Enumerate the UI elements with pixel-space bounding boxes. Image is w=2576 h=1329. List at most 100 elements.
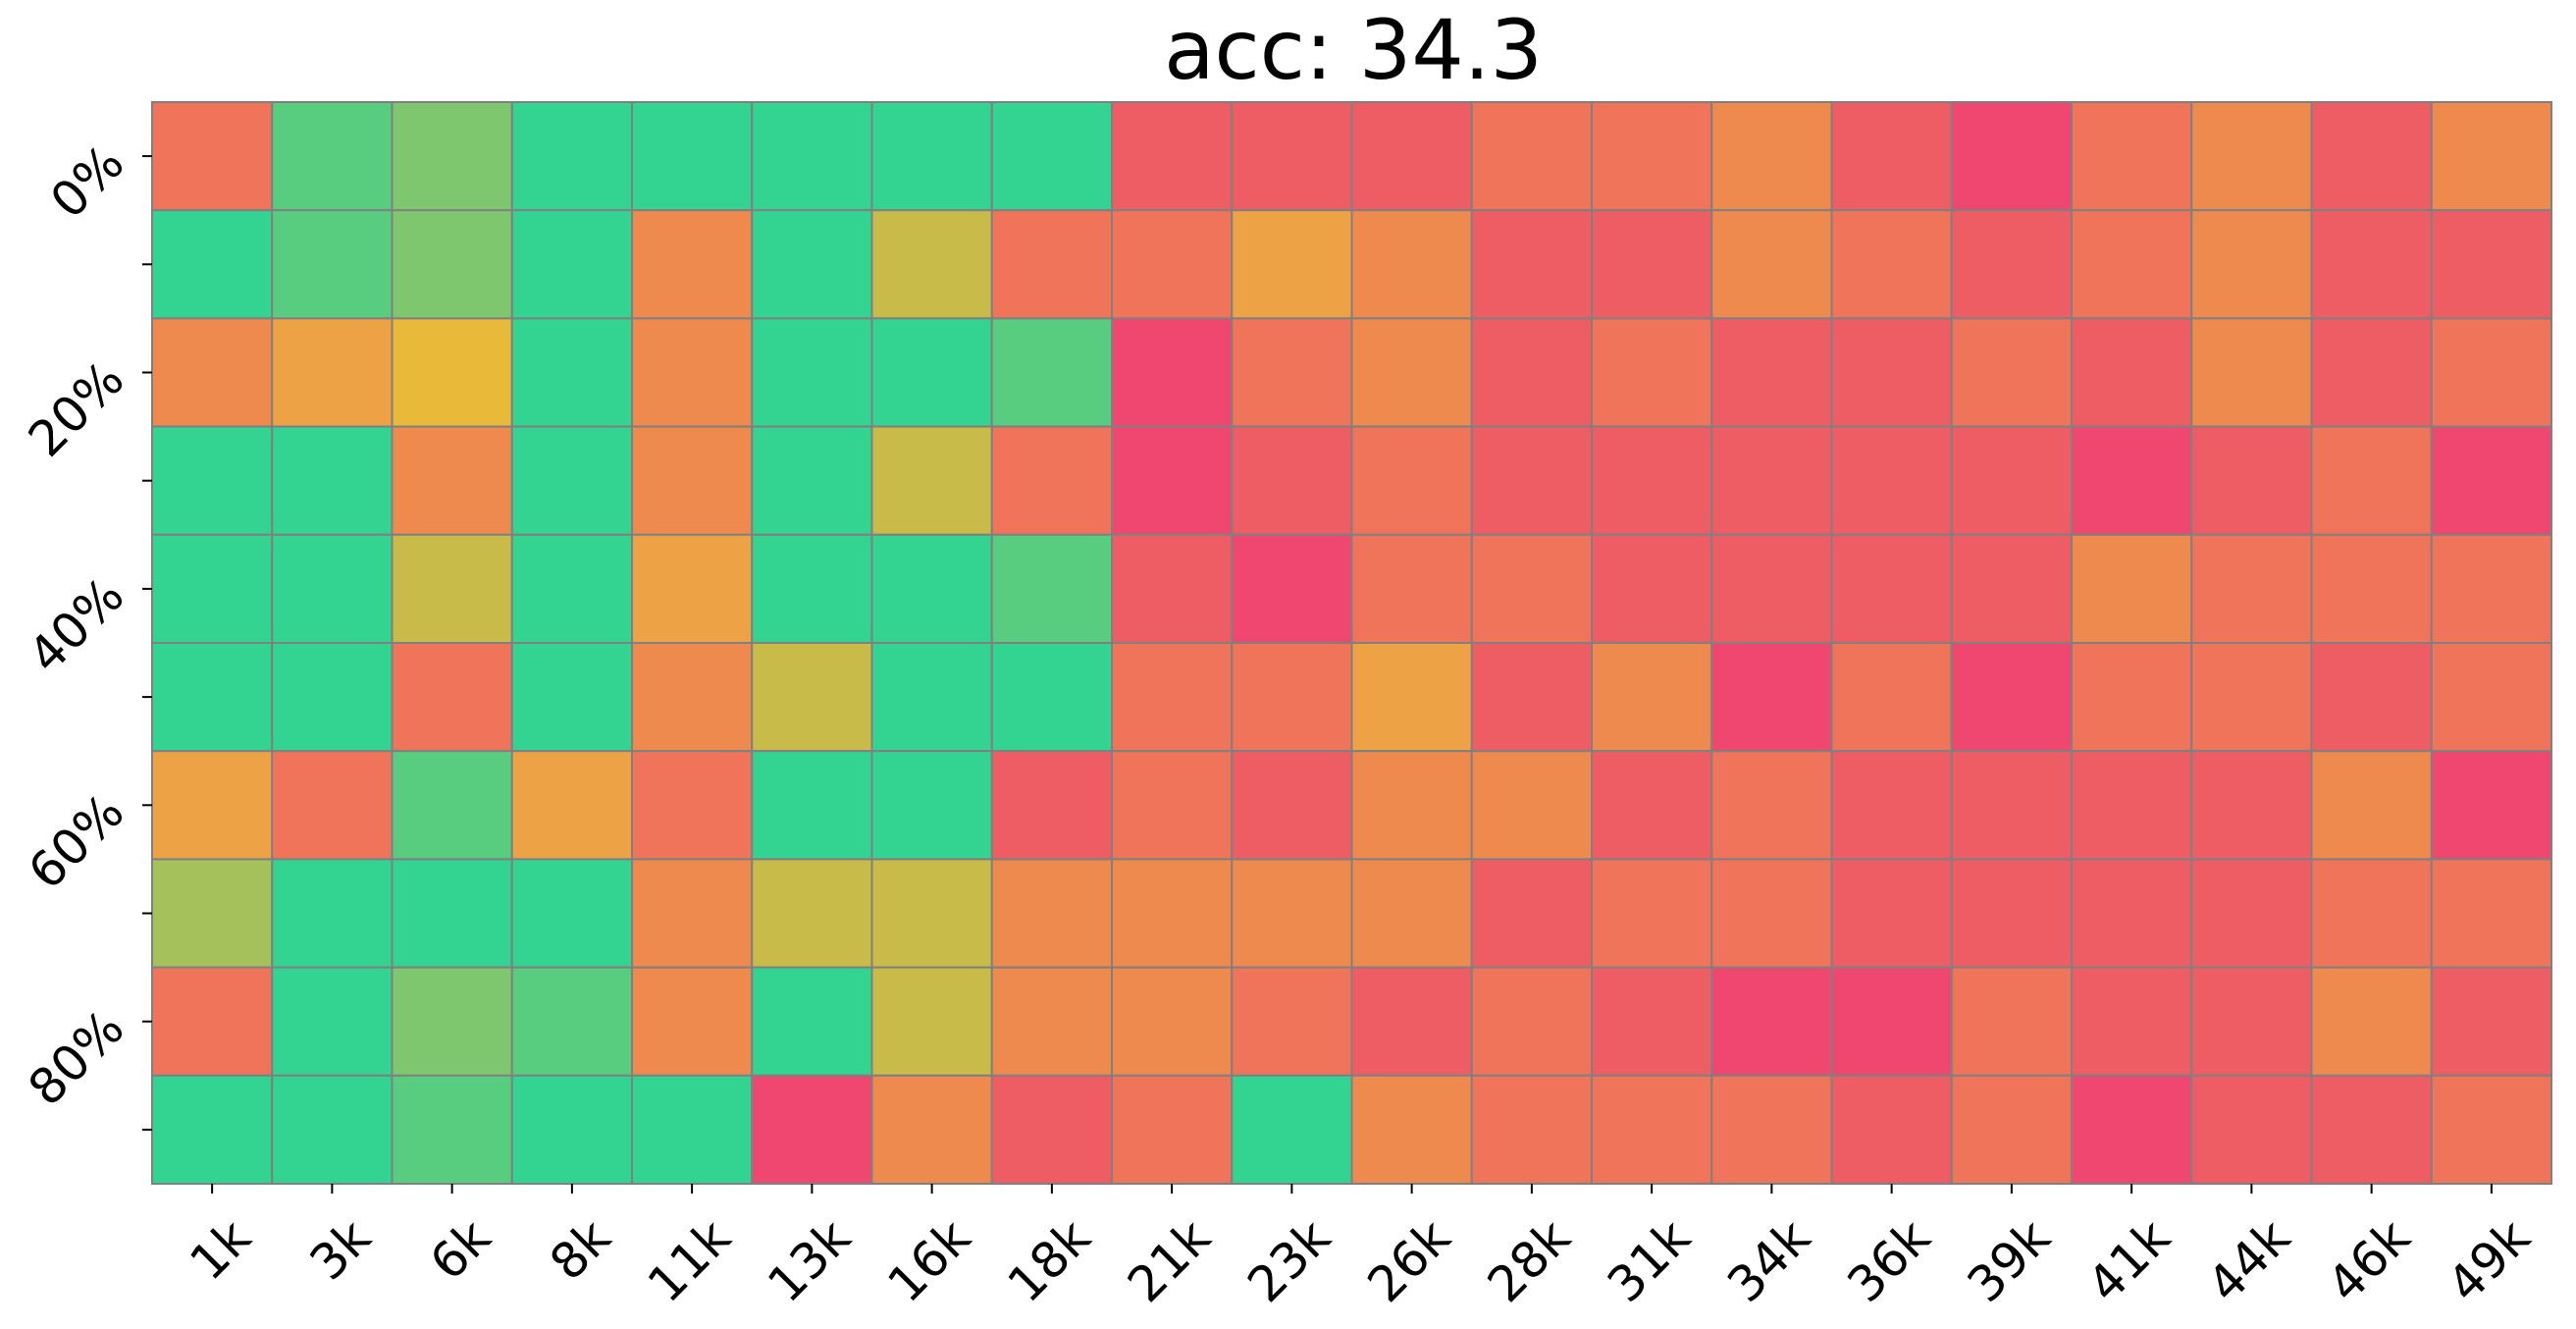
heatmap-cell (1950, 966, 2073, 1077)
y-tick-label: 60% (18, 783, 135, 901)
heatmap-cell (391, 317, 513, 428)
heatmap-cell (271, 101, 394, 212)
heatmap-cell (1111, 1074, 1234, 1186)
heatmap-cell (990, 101, 1113, 212)
heatmap-cell (151, 858, 274, 969)
heatmap-cell (990, 858, 1113, 969)
heatmap-cell (151, 533, 274, 644)
heatmap-cell (2430, 317, 2552, 428)
x-tick-label: 41k (2077, 1208, 2182, 1313)
chart-title: acc: 34.3 (1164, 2, 1543, 98)
heatmap-cell (1350, 750, 1473, 861)
x-tick-label: 13k (757, 1208, 862, 1313)
heatmap-cell (2430, 533, 2552, 644)
heatmap-cell (1111, 750, 1234, 861)
heatmap-cell (1710, 642, 1833, 753)
heatmap-cell (1830, 858, 1953, 969)
heatmap-cell (1591, 858, 1713, 969)
y-tick-label: 20% (18, 350, 135, 468)
heatmap-cell (1350, 858, 1473, 969)
heatmap-cell (1470, 533, 1593, 644)
heatmap-cell (1470, 101, 1593, 212)
heatmap-cell (870, 966, 993, 1077)
heatmap-cell (870, 533, 993, 644)
heatmap-cell (870, 209, 993, 320)
heatmap-cell (271, 966, 394, 1077)
heatmap-cell (1710, 750, 1833, 861)
heatmap-cell (1350, 209, 1473, 320)
heatmap-cell (1710, 317, 1833, 428)
heatmap-cell (2190, 101, 2313, 212)
heatmap-cell (1591, 425, 1713, 536)
heatmap-cell (271, 750, 394, 861)
heatmap-cell (1591, 209, 1713, 320)
heatmap-cell (631, 966, 754, 1077)
x-tick-label: 1k (180, 1208, 262, 1291)
heatmap-cell (510, 1074, 633, 1186)
heatmap-cell (1950, 425, 2073, 536)
y-tick-label: 0% (39, 134, 134, 230)
heatmap-cell (2190, 317, 2313, 428)
heatmap-cell (2430, 1074, 2552, 1186)
heatmap-cell (751, 750, 873, 861)
heatmap-cell (1350, 1074, 1473, 1186)
heatmap-cell (391, 642, 513, 753)
heatmap-cell (2190, 966, 2313, 1077)
x-tick-label: 23k (1236, 1208, 1341, 1313)
heatmap-cell (990, 533, 1113, 644)
heatmap-cell (1950, 101, 2073, 212)
heatmap-cell (510, 533, 633, 644)
heatmap-cell (1111, 533, 1234, 644)
heatmap-cells (151, 101, 2552, 1186)
heatmap-cell (1830, 425, 1953, 536)
plot-border (151, 101, 2552, 1185)
heatmap-cell (391, 750, 513, 861)
heatmap-cell (870, 642, 993, 753)
heatmap-cell (2310, 317, 2433, 428)
heatmap-cell (631, 858, 754, 969)
x-tick-label: 39k (1957, 1208, 2062, 1313)
heatmap-cell (1950, 858, 2073, 969)
heatmap-cell (2071, 642, 2193, 753)
heatmap-cell (751, 317, 873, 428)
heatmap-cell (1111, 966, 1234, 1077)
heatmap-cell (1470, 317, 1593, 428)
heatmap-cell (2071, 1074, 2193, 1186)
heatmap-cell (2310, 642, 2433, 753)
heatmap-cell (990, 425, 1113, 536)
heatmap-cell (1231, 642, 1353, 753)
x-tick-label: 31k (1597, 1208, 1702, 1313)
heatmap-cell (1710, 1074, 1833, 1186)
heatmap-cell (990, 209, 1113, 320)
heatmap-cell (2310, 425, 2433, 536)
heatmap-cell (2310, 1074, 2433, 1186)
heatmap-cell (510, 425, 633, 536)
heatmap-cell (2190, 642, 2313, 753)
heatmap-cell (1470, 858, 1593, 969)
heatmap-cell (1830, 1074, 1953, 1186)
heatmap-cell (1231, 533, 1353, 644)
heatmap-cell (1350, 642, 1473, 753)
heatmap-cell (1710, 425, 1833, 536)
y-tick-label: 80% (18, 999, 135, 1117)
heatmap-cell (1950, 1074, 2073, 1186)
heatmap-cell (631, 533, 754, 644)
heatmap-cell (1830, 966, 1953, 1077)
heatmap-cell (2190, 858, 2313, 969)
heatmap-cell (1591, 533, 1713, 644)
heatmap-cell (271, 209, 394, 320)
heatmap-cell (2310, 966, 2433, 1077)
heatmap-cell (1231, 966, 1353, 1077)
y-axis: 0% 20% 40% 60% 80% (18, 134, 152, 1131)
heatmap-cell (1231, 858, 1353, 969)
x-tick-label: 36k (1837, 1208, 1942, 1313)
heatmap-cell (1350, 101, 1473, 212)
heatmap-cell (751, 101, 873, 212)
heatmap-cell (271, 858, 394, 969)
heatmap-cell (1950, 642, 2073, 753)
heatmap-cell (1950, 317, 2073, 428)
heatmap-cell (1111, 858, 1234, 969)
heatmap-cell (2071, 750, 2193, 861)
heatmap-cell (1591, 1074, 1713, 1186)
heatmap-cell (1470, 750, 1593, 861)
